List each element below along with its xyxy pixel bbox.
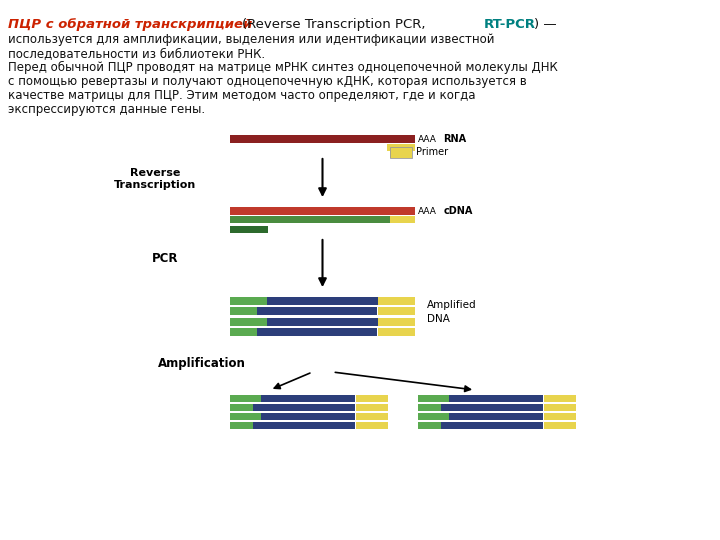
Bar [356, 413, 388, 420]
Bar [418, 395, 449, 402]
Bar [253, 422, 355, 429]
Bar [441, 404, 543, 411]
Bar [390, 216, 415, 223]
Bar [544, 395, 576, 402]
Text: используется для амплификации, выделения или идентификации известной: используется для амплификации, выделения… [8, 33, 495, 46]
Text: Перед обычной ПЦР проводят на матрице мРНК синтез одноцепочечной молекулы ДНК: Перед обычной ПЦР проводят на матрице мР… [8, 61, 558, 74]
Bar [544, 404, 576, 411]
Bar [230, 413, 261, 420]
Bar [230, 318, 267, 326]
Text: Amplified: Amplified [427, 300, 477, 310]
Bar [356, 422, 388, 429]
Bar [230, 328, 257, 336]
Bar [418, 404, 441, 411]
Bar [378, 307, 415, 315]
Text: экспрессируются данные гены.: экспрессируются данные гены. [8, 103, 205, 116]
Text: Reverse
Transcription: Reverse Transcription [114, 168, 196, 191]
Text: RT-PCR: RT-PCR [484, 18, 536, 31]
Text: (Reverse Transcription PCR,: (Reverse Transcription PCR, [242, 18, 426, 31]
Text: DNA: DNA [427, 314, 450, 324]
Bar [230, 135, 415, 143]
Bar [449, 395, 543, 402]
Text: с помощью ревертазы и получают одноцепочечную кДНК, которая используется в: с помощью ревертазы и получают одноцепоч… [8, 75, 527, 88]
Text: ) —: ) — [534, 18, 557, 31]
Text: Primer: Primer [416, 147, 448, 157]
Text: ПЦР с обратной транскрипцией: ПЦР с обратной транскрипцией [8, 18, 252, 31]
Bar [356, 404, 388, 411]
Text: AAA: AAA [418, 206, 437, 215]
Bar [257, 328, 377, 336]
Bar [544, 422, 576, 429]
Bar [230, 216, 390, 223]
Bar [230, 307, 257, 315]
Bar [267, 318, 378, 326]
Bar [257, 307, 377, 315]
Bar [387, 144, 415, 151]
Text: качестве матрицы для ПЦР. Этим методом часто определяют, где и когда: качестве матрицы для ПЦР. Этим методом ч… [8, 89, 475, 102]
Text: PCR: PCR [152, 252, 179, 265]
Text: Amplification: Amplification [158, 356, 246, 369]
Bar [378, 328, 415, 336]
Bar [253, 404, 355, 411]
Text: последовательности из библиотеки РНК.: последовательности из библиотеки РНК. [8, 47, 265, 60]
Bar [378, 318, 415, 326]
Bar [441, 422, 543, 429]
Text: AAA: AAA [418, 134, 437, 144]
Bar [230, 422, 253, 429]
Bar [418, 422, 441, 429]
Bar [261, 395, 355, 402]
Bar [390, 147, 412, 158]
Text: RNA: RNA [443, 134, 466, 144]
Bar [230, 395, 261, 402]
Bar [544, 413, 576, 420]
Bar [267, 297, 378, 305]
Bar [230, 226, 268, 233]
Bar [356, 395, 388, 402]
Text: cDNA: cDNA [444, 206, 473, 216]
Bar [449, 413, 543, 420]
Bar [390, 147, 412, 158]
Bar [378, 297, 415, 305]
Bar [230, 404, 253, 411]
Bar [418, 413, 449, 420]
Bar [230, 207, 415, 215]
Bar [261, 413, 355, 420]
Bar [230, 297, 267, 305]
